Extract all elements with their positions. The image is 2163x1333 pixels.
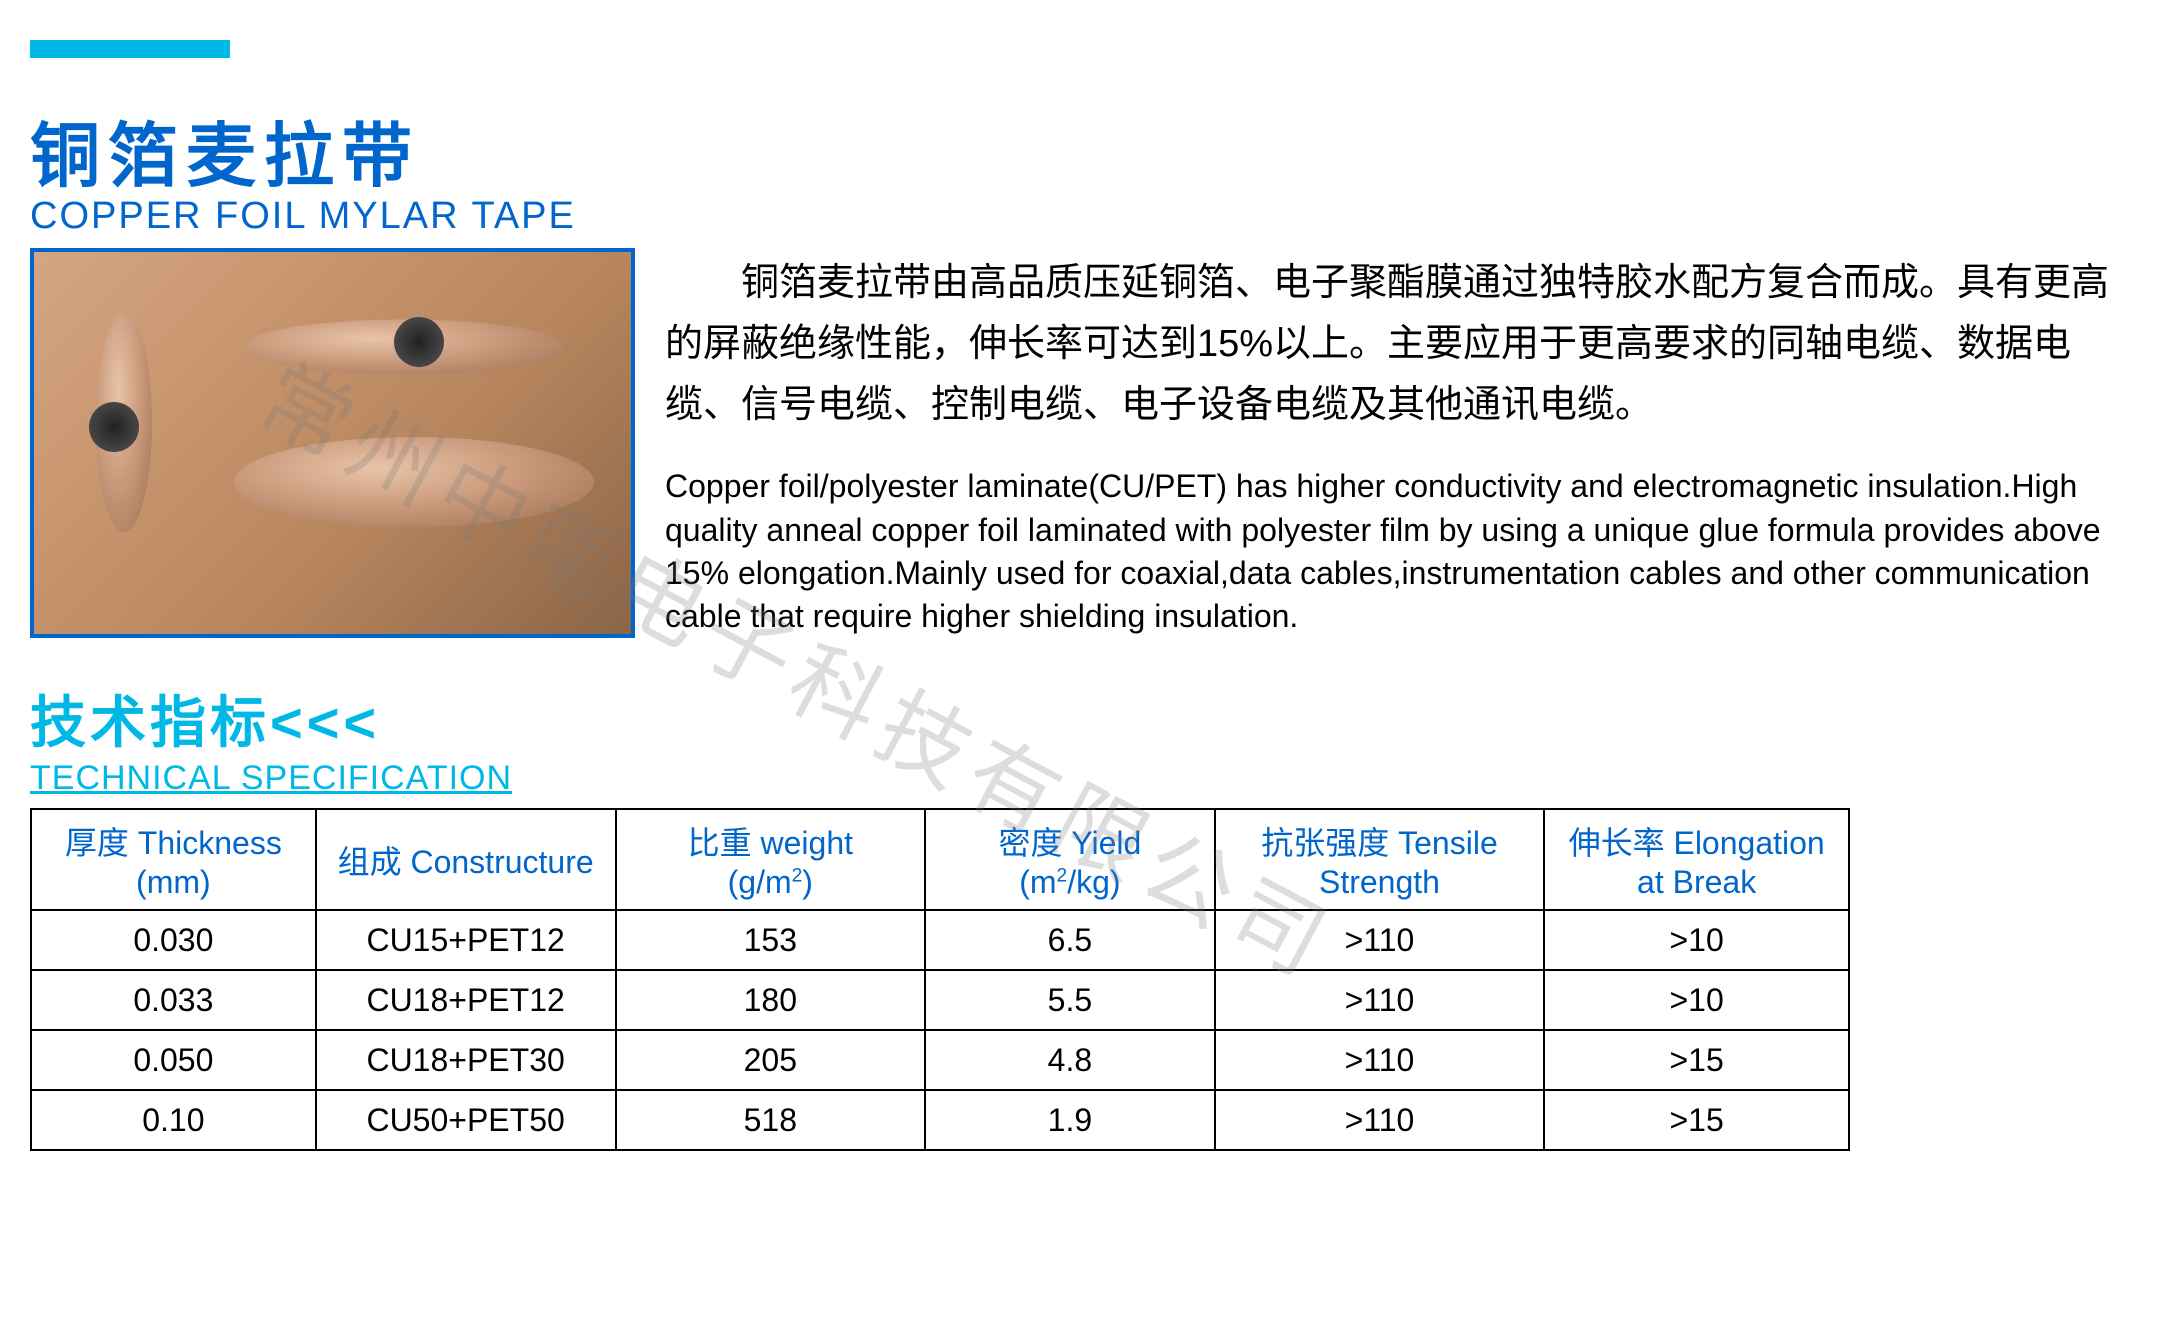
table-cell: 205 [616, 1030, 926, 1090]
product-image [30, 248, 635, 638]
table-cell: CU15+PET12 [316, 910, 616, 970]
description-en: Copper foil/polyester laminate(CU/PET) h… [665, 465, 2133, 638]
table-body: 0.030CU15+PET121536.5>110>100.033CU18+PE… [31, 910, 1849, 1150]
table-header-row: 厚度 Thickness(mm) 组成 Constructure 比重 weig… [31, 809, 1849, 910]
table-cell: >110 [1215, 1030, 1545, 1090]
table-cell: 0.050 [31, 1030, 316, 1090]
table-cell: >110 [1215, 1090, 1545, 1150]
table-cell: 4.8 [925, 1030, 1215, 1090]
col-elongation: 伸长率 Elongationat Break [1544, 809, 1849, 910]
spec-title-en: TECHNICAL SPECIFICATION [30, 759, 2133, 798]
table-cell: CU18+PET12 [316, 970, 616, 1030]
table-row: 0.033CU18+PET121805.5>110>10 [31, 970, 1849, 1030]
table-cell: >110 [1215, 910, 1545, 970]
table-cell: >15 [1544, 1030, 1849, 1090]
col-weight: 比重 weight(g/m2) [616, 809, 926, 910]
table-cell: 5.5 [925, 970, 1215, 1030]
col-yield: 密度 Yield(m2/kg) [925, 809, 1215, 910]
table-cell: CU50+PET50 [316, 1090, 616, 1150]
table-cell: 0.10 [31, 1090, 316, 1150]
table-cell: 518 [616, 1090, 926, 1150]
col-constructure: 组成 Constructure [316, 809, 616, 910]
page-title-en: COPPER FOIL MYLAR TAPE [30, 195, 2133, 238]
table-cell: 1.9 [925, 1090, 1215, 1150]
table-row: 0.050CU18+PET302054.8>110>15 [31, 1030, 1849, 1090]
col-thickness: 厚度 Thickness(mm) [31, 809, 316, 910]
table-cell: 0.030 [31, 910, 316, 970]
table-cell: >10 [1544, 970, 1849, 1030]
table-row: 0.10CU50+PET505181.9>110>15 [31, 1090, 1849, 1150]
table-cell: CU18+PET30 [316, 1030, 616, 1090]
table-cell: 6.5 [925, 910, 1215, 970]
table-cell: 180 [616, 970, 926, 1030]
content-row: 铜箔麦拉带由高品质压延铜箔、电子聚酯膜通过独特胶水配方复合而成。具有更高的屏蔽绝… [30, 248, 2133, 638]
spec-table: 厚度 Thickness(mm) 组成 Constructure 比重 weig… [30, 808, 1850, 1151]
page-title-cn: 铜箔麦拉带 [30, 118, 2133, 195]
description-cn: 铜箔麦拉带由高品质压延铜箔、电子聚酯膜通过独特胶水配方复合而成。具有更高的屏蔽绝… [665, 253, 2133, 435]
description-block: 铜箔麦拉带由高品质压延铜箔、电子聚酯膜通过独特胶水配方复合而成。具有更高的屏蔽绝… [665, 248, 2133, 638]
table-cell: >110 [1215, 970, 1545, 1030]
table-cell: >15 [1544, 1090, 1849, 1150]
col-tensile: 抗张强度 TensileStrength [1215, 809, 1545, 910]
table-cell: >10 [1544, 910, 1849, 970]
table-cell: 153 [616, 910, 926, 970]
table-cell: 0.033 [31, 970, 316, 1030]
spec-title-cn: 技术指标<<< [30, 678, 2133, 759]
table-row: 0.030CU15+PET121536.5>110>10 [31, 910, 1849, 970]
header-accent-bar [30, 40, 230, 58]
